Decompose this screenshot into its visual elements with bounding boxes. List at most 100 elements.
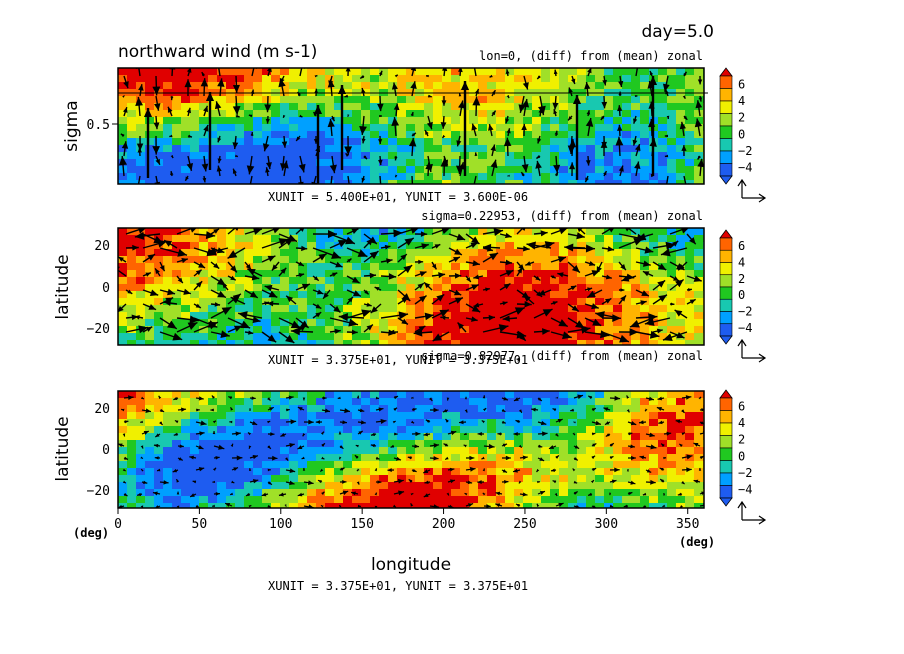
- contour-cell: [325, 263, 335, 271]
- vector-arrowhead: [592, 408, 596, 412]
- contour-cell: [631, 96, 641, 104]
- contour-cell: [406, 312, 416, 320]
- contour-cell: [262, 489, 272, 497]
- contour-cell: [199, 103, 209, 111]
- contour-cell: [568, 496, 578, 504]
- vector-arrowhead: [495, 491, 501, 496]
- contour-cell: [172, 319, 182, 327]
- contour-cell: [532, 340, 542, 345]
- contour-cell: [613, 405, 623, 413]
- contour-cell: [379, 242, 389, 250]
- contour-cell: [208, 496, 218, 504]
- contour-cell: [622, 138, 632, 146]
- contour-cell: [316, 235, 326, 243]
- contour-cell: [595, 75, 605, 83]
- contour-cell: [343, 475, 353, 483]
- contour-cell: [532, 180, 542, 184]
- contour-cell: [397, 405, 407, 413]
- contour-cell: [487, 96, 497, 104]
- contour-cell: [127, 145, 137, 153]
- vector-arrowhead: [390, 444, 395, 448]
- contour-cell: [487, 419, 497, 427]
- contour-cell: [127, 305, 137, 313]
- contour-cell: [505, 159, 515, 167]
- contour-cell: [289, 412, 299, 420]
- contour-cell: [388, 340, 398, 345]
- contour-cell: [136, 249, 146, 257]
- vector-arrowhead: [298, 163, 306, 173]
- contour-cell: [172, 124, 182, 132]
- contour-cell: [289, 489, 299, 497]
- contour-cell: [352, 461, 362, 469]
- contour-cell: [505, 256, 515, 264]
- vector-arrowhead: [620, 295, 627, 302]
- contour-cell: [415, 440, 425, 448]
- contour-cell: [316, 298, 326, 306]
- contour-cell: [325, 249, 335, 257]
- contour-cell: [469, 256, 479, 264]
- contour-cell: [487, 496, 497, 504]
- contour-cell: [163, 482, 173, 490]
- contour-cell: [154, 503, 164, 508]
- contour-cell: [568, 333, 578, 341]
- contour-cell: [388, 461, 398, 469]
- contour-cell: [145, 103, 155, 111]
- vector-arrowhead: [463, 444, 467, 448]
- contour-cell: [397, 433, 407, 441]
- contour-cell: [613, 103, 623, 111]
- vector-arrowhead: [364, 290, 369, 295]
- vector-arrowhead: [693, 275, 702, 282]
- contour-cell: [208, 166, 218, 174]
- vector-arrowhead: [457, 322, 465, 330]
- contour-cell: [586, 454, 596, 462]
- contour-cell: [658, 117, 668, 125]
- vector-arrowhead: [136, 143, 144, 151]
- contour-cell: [271, 117, 281, 125]
- contour-cell: [505, 75, 515, 83]
- contour-cell: [217, 228, 227, 236]
- contour-cell: [154, 447, 164, 455]
- vector-arrowhead: [537, 138, 542, 144]
- contour-cell: [622, 249, 632, 257]
- vector-arrowhead: [442, 134, 446, 138]
- vector-arrowhead: [118, 443, 123, 448]
- vector-arrowhead: [281, 141, 288, 148]
- vector-arrowhead: [493, 228, 504, 237]
- vector-arrowhead: [327, 118, 335, 128]
- contour-cell: [622, 489, 632, 497]
- contour-cell: [289, 68, 299, 76]
- contour-cell: [694, 475, 704, 483]
- contour-cell: [433, 138, 443, 146]
- contour-cell: [244, 440, 254, 448]
- contour-cell: [469, 398, 479, 406]
- vector-arrowhead: [320, 505, 324, 508]
- contour-cell: [451, 152, 461, 160]
- contour-cell: [451, 447, 461, 455]
- contour-cell: [514, 242, 524, 250]
- contour-cell: [424, 173, 434, 181]
- vector-arrowhead: [458, 93, 462, 97]
- contour-cell: [334, 75, 344, 83]
- contour-cell: [127, 503, 137, 508]
- contour-cell: [190, 117, 200, 125]
- contour-cell: [514, 391, 524, 399]
- contour-cell: [577, 482, 587, 490]
- vector-arrowhead: [347, 296, 353, 303]
- contour-cell: [181, 333, 191, 341]
- contour-cell: [667, 454, 677, 462]
- vector-arrowhead: [507, 174, 510, 177]
- vector-arrowhead: [658, 294, 667, 303]
- contour-cell: [172, 103, 182, 111]
- contour-cell: [352, 398, 362, 406]
- contour-cell: [298, 131, 308, 139]
- contour-cell: [667, 503, 677, 508]
- contour-cell: [280, 305, 290, 313]
- contour-cell: [478, 235, 488, 243]
- contour-cell: [568, 124, 578, 132]
- contour-cell: [478, 256, 488, 264]
- contour-cell: [433, 447, 443, 455]
- contour-cell: [262, 110, 272, 118]
- contour-cell: [334, 426, 344, 434]
- vector-arrowhead: [417, 283, 424, 289]
- contour-cell: [289, 166, 299, 174]
